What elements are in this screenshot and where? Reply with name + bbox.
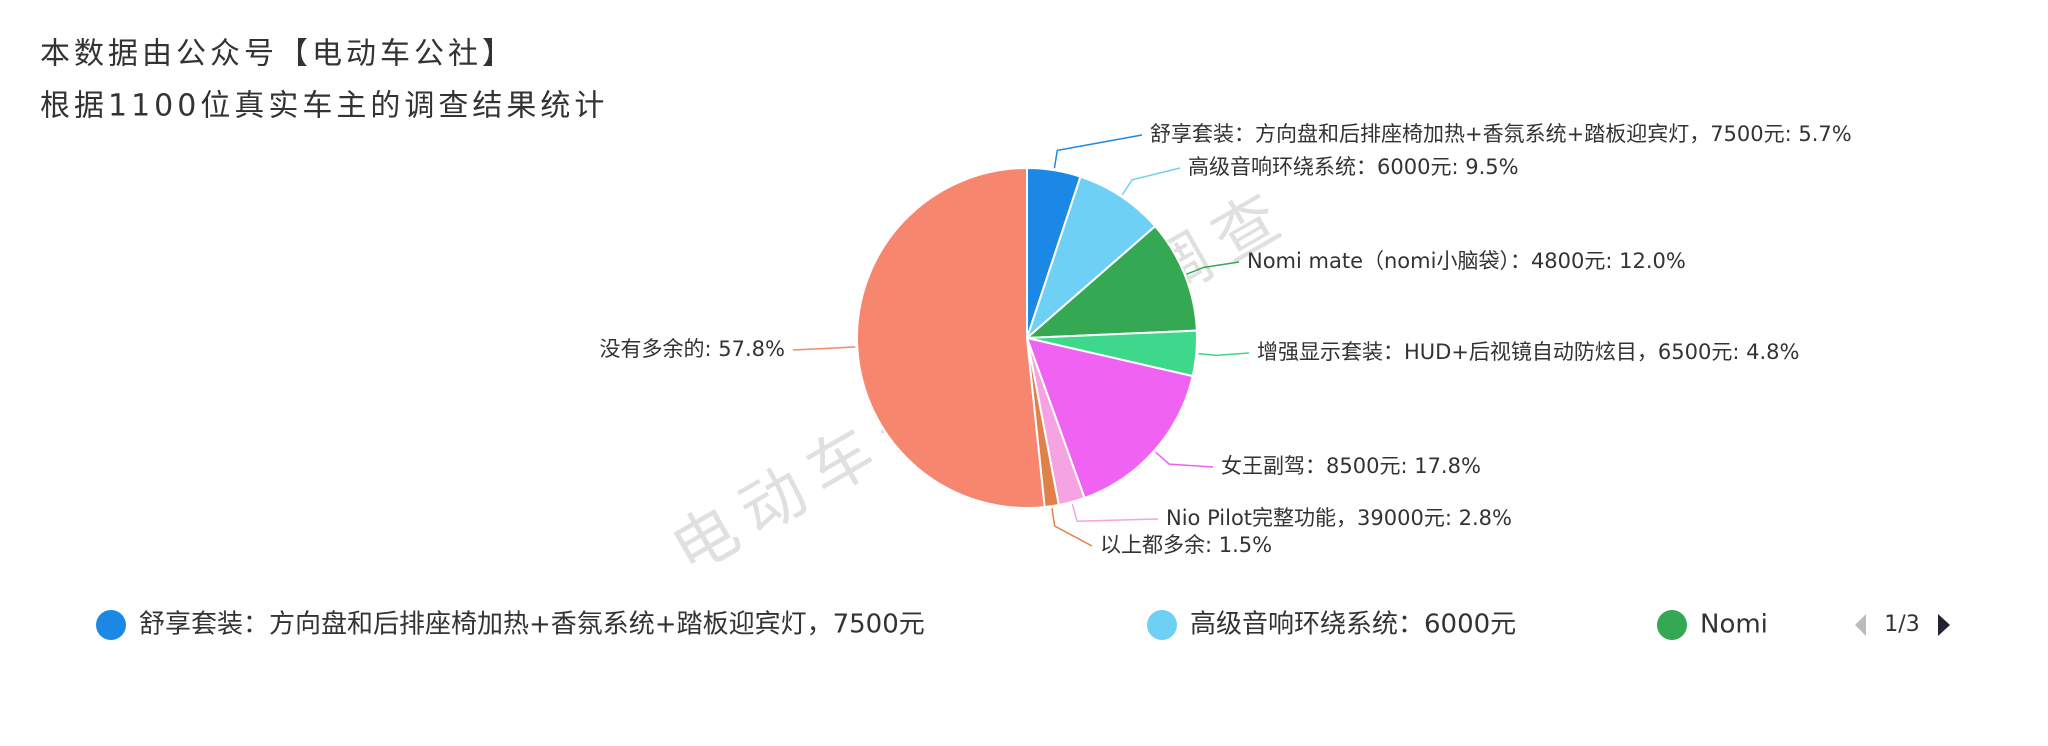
pie-slice xyxy=(856,166,1046,509)
slice-label: Nio Pilot完整功能，39000元: 2.8% xyxy=(1166,506,1512,530)
label-line xyxy=(1121,167,1181,196)
slice-label: 女王副驾：8500元: 17.8% xyxy=(1221,454,1481,478)
slice-label-name: 女王副驾：8500元 xyxy=(1221,454,1400,478)
slice-label-name: 增强显示套装：HUD+后视镜自动防炫目，6500元 xyxy=(1257,340,1732,364)
label-line xyxy=(1198,352,1250,357)
slice-label-value: : 2.8% xyxy=(1445,506,1512,530)
slice-label-value: : 17.8% xyxy=(1400,454,1480,478)
chart-subtitle: 根据1100位真实车主的调查结果统计 xyxy=(40,89,608,124)
legend: 舒享套装：方向盘和后排座椅加热+香氛系统+踏板迎宾灯，7500元 高级音响环绕系统… xyxy=(96,610,1950,640)
legend-next[interactable] xyxy=(1938,614,1950,636)
slice-label-value: : 57.8% xyxy=(705,337,785,361)
label-line xyxy=(1071,503,1159,523)
slice-label-name: Nio Pilot完整功能，39000元 xyxy=(1166,506,1445,530)
slice-label: 以上都多余: 1.5% xyxy=(1100,533,1272,557)
slice-label: 没有多余的: 57.8% xyxy=(600,337,785,361)
slice-label: 增强显示套装：HUD+后视镜自动防炫目，6500元: 4.8% xyxy=(1257,340,1799,364)
slice-label-value: : 9.5% xyxy=(1451,155,1518,179)
slice-label-name: Nomi mate（nomi小脑袋）：4800元 xyxy=(1247,249,1605,273)
label-line xyxy=(1053,134,1143,169)
legend-swatch xyxy=(1147,610,1177,640)
slice-label-value: : 5.7% xyxy=(1785,122,1852,146)
legend-swatch xyxy=(1657,610,1687,640)
pie-slice xyxy=(1025,336,1194,500)
legend-label: 高级音响环绕系统：6000元 xyxy=(1190,610,1516,640)
slice-label-name: 没有多余的 xyxy=(600,337,705,361)
label-line xyxy=(1051,508,1093,547)
pie-slice xyxy=(1024,175,1157,342)
chart-title: 本数据由公众号【电动车公社】 xyxy=(40,37,516,72)
legend-label: Nomi xyxy=(1700,610,1768,640)
slice-label-value: : 12.0% xyxy=(1605,249,1685,273)
legend-prev[interactable] xyxy=(1855,614,1866,636)
legend-page: 1/3 xyxy=(1884,612,1919,637)
slice-label-value: : 1.5% xyxy=(1205,533,1272,557)
legend-swatch xyxy=(96,610,126,640)
label-line xyxy=(792,346,856,351)
label-line xyxy=(1155,451,1214,468)
slice-label: Nomi mate（nomi小脑袋）：4800元: 12.0% xyxy=(1247,249,1686,273)
label-line xyxy=(1186,261,1240,275)
slice-label-name: 高级音响环绕系统：6000元 xyxy=(1188,155,1451,179)
slice-label-name: 舒享套装：方向盘和后排座椅加热+香氛系统+踏板迎宾灯，7500元 xyxy=(1150,122,1785,146)
legend-label: 舒享套装：方向盘和后排座椅加热+香氛系统+踏板迎宾灯，7500元 xyxy=(139,610,925,640)
slice-label-value: : 4.8% xyxy=(1732,340,1799,364)
pie-slice xyxy=(1024,224,1198,340)
slice-label-name: 以上都多余 xyxy=(1100,533,1205,557)
slice-label: 高级音响环绕系统：6000元: 9.5% xyxy=(1188,155,1519,179)
slice-label: 舒享套装：方向盘和后排座椅加热+香氛系统+踏板迎宾灯，7500元: 5.7% xyxy=(1150,122,1852,146)
